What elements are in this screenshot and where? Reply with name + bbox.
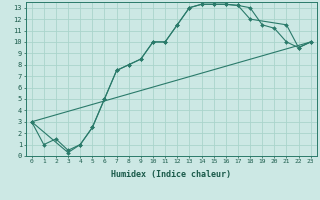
X-axis label: Humidex (Indice chaleur): Humidex (Indice chaleur) — [111, 170, 231, 179]
